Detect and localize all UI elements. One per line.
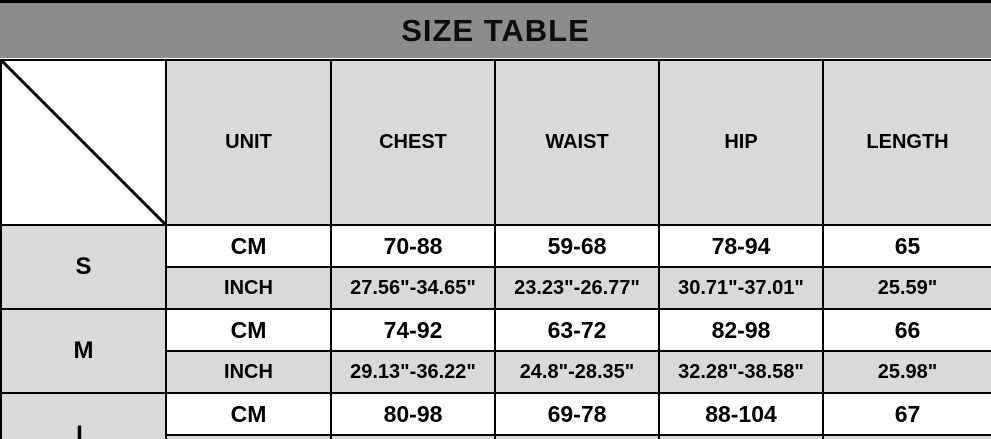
value-cell: 27.56"-34.65" (330, 266, 496, 310)
unit-cell: CM (165, 224, 332, 268)
unit-cell: CM (165, 308, 332, 352)
value-cell: 30.71"-37.01" (658, 266, 824, 310)
table-row-l-inch: INCH 31.5"-38.58" 27.17"-30.71" 34.65"-4… (1, 434, 991, 439)
table-row-m-inch: INCH 29.13"-36.22" 24.8"-28.35" 32.28"-3… (1, 350, 991, 394)
value-cell: 70-88 (330, 224, 496, 268)
column-header-waist: WAIST (494, 59, 660, 226)
value-cell: 32.28"-38.58" (658, 350, 824, 394)
value-cell: 29.13"-36.22" (330, 350, 496, 394)
value-cell: 78-94 (658, 224, 824, 268)
corner-cell (0, 59, 167, 226)
unit-cell: INCH (165, 434, 332, 439)
value-cell: 26.38" (822, 434, 991, 439)
value-cell: 31.5"-38.58" (330, 434, 496, 439)
column-header-hip: HIP (658, 59, 824, 226)
value-cell: 59-68 (494, 224, 660, 268)
value-cell: 25.98" (822, 350, 991, 394)
value-cell: 24.8"-28.35" (494, 350, 660, 394)
size-label-m: M (0, 308, 167, 394)
unit-cell: INCH (165, 350, 332, 394)
value-cell: 23.23"-26.77" (494, 266, 660, 310)
value-cell: 80-98 (330, 392, 496, 436)
value-cell: 34.65"-40.94" (658, 434, 824, 439)
value-cell: 67 (822, 392, 991, 436)
unit-cell: INCH (165, 266, 332, 310)
table-row-s-inch: INCH 27.56"-34.65" 23.23"-26.77" 30.71"-… (1, 266, 991, 310)
column-header-length: LENGTH (822, 59, 991, 226)
value-cell: 82-98 (658, 308, 824, 352)
table-row-s-cm: S CM 70-88 59-68 78-94 65 (0, 224, 991, 310)
page-title: SIZE TABLE (401, 12, 590, 48)
size-table: UNIT CHEST WAIST HIP LENGTH S CM 70-88 5… (0, 59, 991, 439)
title-bar: SIZE TABLE (0, 0, 991, 58)
table-row-l-cm: L CM 80-98 69-78 88-104 67 (0, 392, 991, 439)
value-cell: 63-72 (494, 308, 660, 352)
column-header-unit: UNIT (165, 59, 332, 226)
value-cell: 27.17"-30.71" (494, 434, 660, 439)
column-header-chest: CHEST (330, 59, 496, 226)
value-cell: 66 (822, 308, 991, 352)
size-label-l: L (0, 392, 167, 439)
table-row-m-cm: M CM 74-92 63-72 82-98 66 (0, 308, 991, 394)
value-cell: 74-92 (330, 308, 496, 352)
value-cell: 69-78 (494, 392, 660, 436)
header-row: UNIT CHEST WAIST HIP LENGTH (0, 59, 991, 226)
size-label-s: S (0, 224, 167, 310)
unit-cell: CM (165, 392, 332, 436)
value-cell: 65 (822, 224, 991, 268)
diagonal-line-icon (2, 61, 165, 224)
value-cell: 88-104 (658, 392, 824, 436)
value-cell: 25.59" (822, 266, 991, 310)
